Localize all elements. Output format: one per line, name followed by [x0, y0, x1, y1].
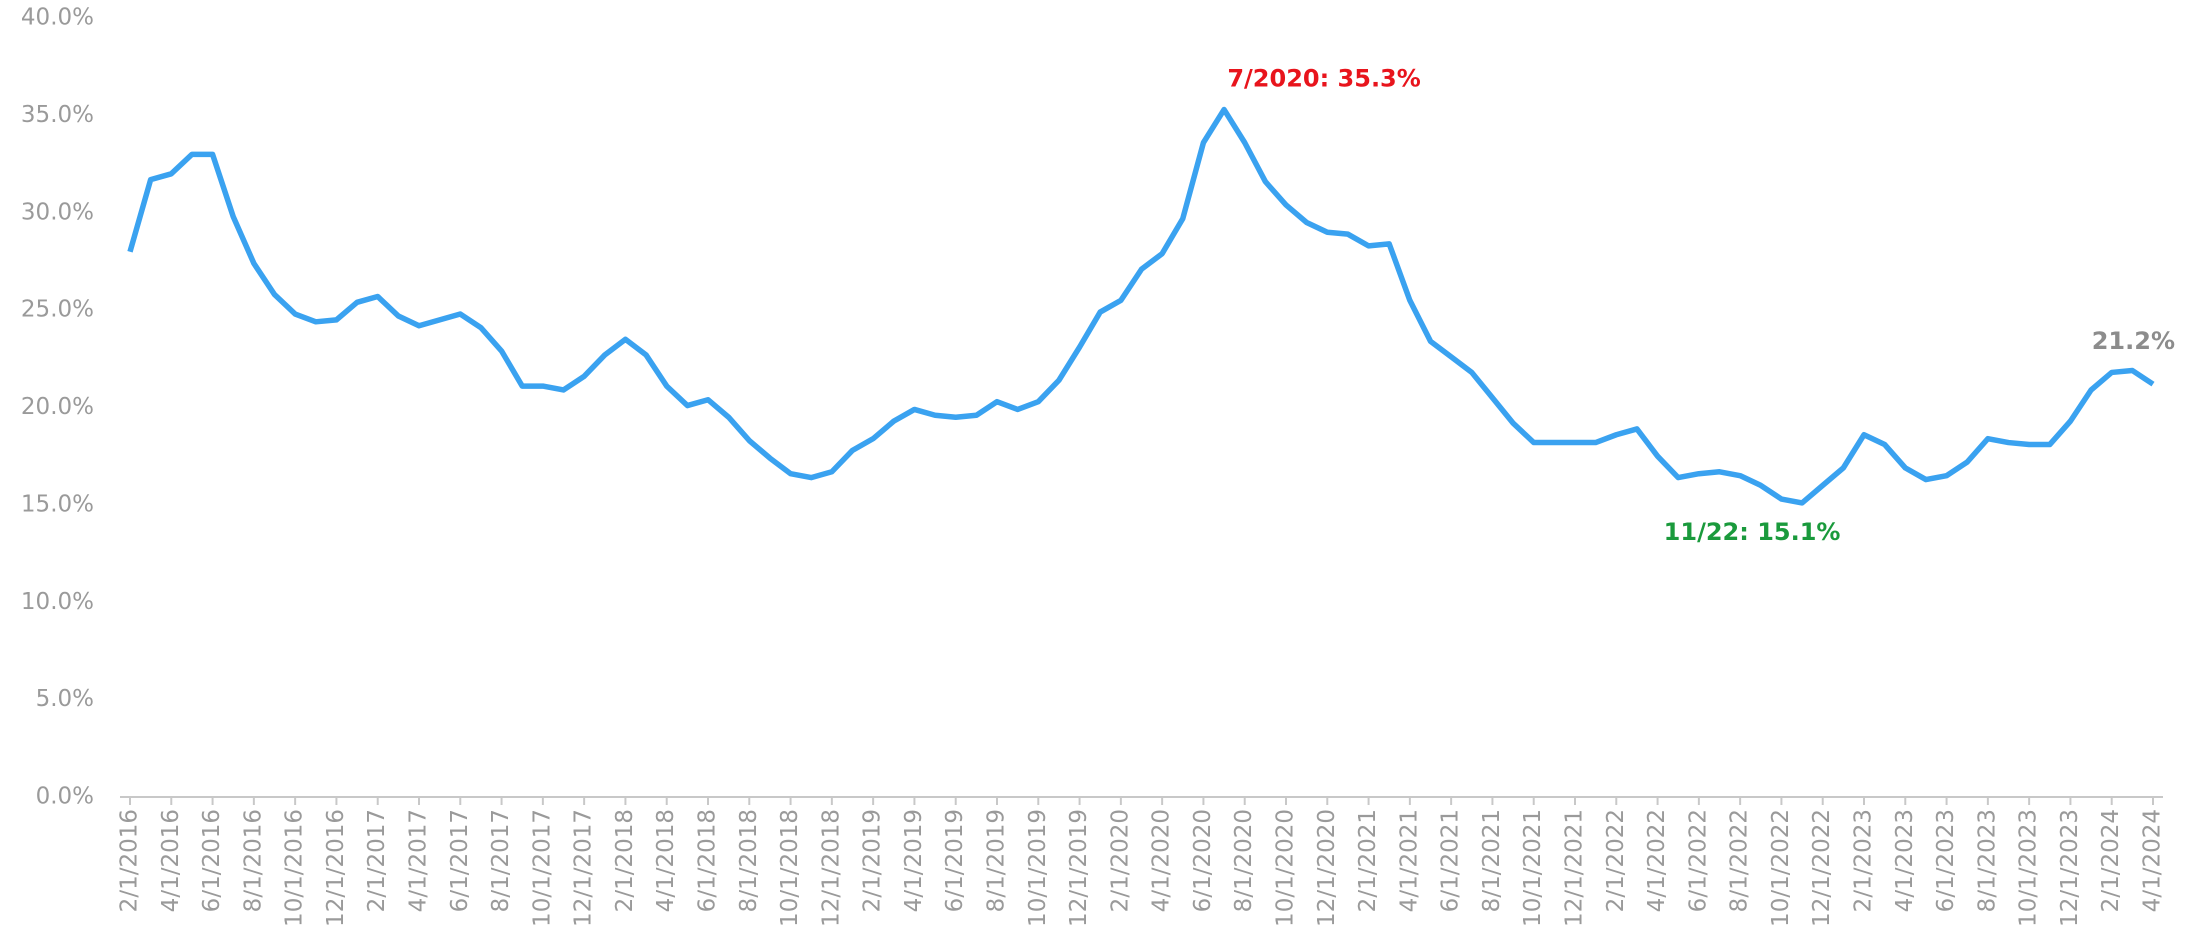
x-tick-label: 4/1/2024 — [2140, 809, 2166, 912]
x-tick-label: 2/1/2021 — [1355, 809, 1381, 912]
x-tick-label: 6/1/2017 — [447, 809, 473, 912]
x-tick-label: 4/1/2019 — [901, 809, 927, 912]
annotation: 7/2020: 35.3% — [1227, 65, 1420, 93]
x-tick-label: 8/1/2017 — [488, 809, 514, 912]
x-tick-label: 12/1/2017 — [571, 809, 597, 927]
x-tick-label: 8/1/2022 — [1727, 809, 1753, 912]
x-tick-label: 10/1/2018 — [777, 809, 803, 927]
y-tick-label: 10.0% — [21, 589, 94, 615]
x-tick-label: 6/1/2020 — [1190, 809, 1216, 912]
y-tick-label: 20.0% — [21, 394, 94, 420]
x-tick-label: 2/1/2024 — [2098, 809, 2124, 912]
y-tick-label: 5.0% — [36, 686, 94, 712]
x-tick-label: 6/1/2021 — [1438, 809, 1464, 912]
x-tick-label: 6/1/2023 — [1933, 809, 1959, 912]
x-tick-label: 2/1/2017 — [364, 809, 390, 912]
x-tick-label: 2/1/2019 — [860, 809, 886, 912]
x-tick-label: 10/1/2023 — [2016, 809, 2042, 927]
x-tick-label: 10/1/2016 — [282, 809, 308, 927]
x-tick-label: 12/1/2019 — [1066, 809, 1092, 927]
x-tick-label: 4/1/2021 — [1396, 809, 1422, 912]
x-tick-label: 10/1/2021 — [1520, 809, 1546, 927]
x-tick-label: 4/1/2022 — [1644, 809, 1670, 912]
x-tick-label: 2/1/2022 — [1603, 809, 1629, 912]
x-tick-label: 12/1/2016 — [323, 809, 349, 927]
x-tick-label: 10/1/2020 — [1273, 809, 1299, 927]
x-tick-label: 2/1/2020 — [1107, 809, 1133, 912]
y-tick-label: 35.0% — [21, 102, 94, 128]
x-tick-label: 8/1/2021 — [1479, 809, 1505, 912]
x-tick-label: 6/1/2019 — [942, 809, 968, 912]
x-tick-label: 12/1/2021 — [1562, 809, 1588, 927]
y-tick-label: 0.0% — [36, 784, 94, 810]
y-tick-label: 15.0% — [21, 491, 94, 517]
x-tick-label: 4/1/2018 — [653, 809, 679, 912]
y-tick-label: 40.0% — [21, 5, 94, 31]
x-tick-label: 12/1/2022 — [1809, 809, 1835, 927]
x-tick-label: 8/1/2020 — [1231, 809, 1257, 912]
x-tick-label: 4/1/2016 — [158, 809, 184, 912]
annotation: 11/22: 15.1% — [1664, 518, 1841, 546]
x-tick-label: 4/1/2023 — [1892, 809, 1918, 912]
x-tick-label: 6/1/2022 — [1685, 809, 1711, 912]
x-tick-label: 2/1/2016 — [117, 809, 143, 912]
x-tick-label: 10/1/2022 — [1768, 809, 1794, 927]
x-tick-label: 10/1/2017 — [529, 809, 555, 927]
x-tick-label: 2/1/2023 — [1851, 809, 1877, 912]
x-tick-label: 8/1/2023 — [1974, 809, 2000, 912]
x-tick-label: 8/1/2016 — [240, 809, 266, 912]
y-tick-label: 30.0% — [21, 199, 94, 225]
x-tick-label: 12/1/2020 — [1314, 809, 1340, 927]
x-tick-label: 4/1/2020 — [1149, 809, 1175, 912]
x-tick-label: 12/1/2023 — [2057, 809, 2083, 927]
x-tick-label: 2/1/2018 — [612, 809, 638, 912]
x-tick-label: 4/1/2017 — [406, 809, 432, 912]
y-tick-label: 25.0% — [21, 297, 94, 323]
annotation: 21.2% — [2092, 327, 2175, 355]
x-tick-label: 8/1/2018 — [736, 809, 762, 912]
line-series — [127, 106, 2155, 506]
x-tick-label: 8/1/2019 — [984, 809, 1010, 912]
x-tick-label: 10/1/2019 — [1025, 809, 1051, 927]
x-tick-label: 6/1/2018 — [695, 809, 721, 912]
x-tick-label: 6/1/2016 — [199, 809, 225, 912]
x-tick-label: 12/1/2018 — [818, 809, 844, 927]
